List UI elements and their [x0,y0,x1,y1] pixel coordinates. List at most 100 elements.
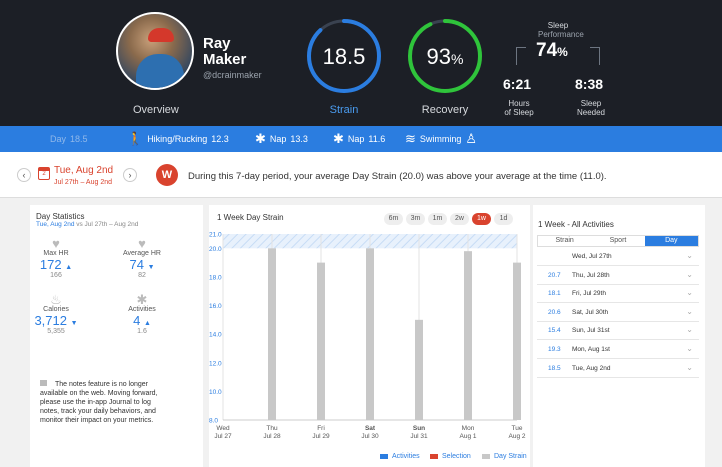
tab-day[interactable]: Day [644,236,698,246]
prev-date-button[interactable]: ‹ [17,168,31,182]
heart-icon: ♥ [138,236,146,251]
sleep-needed-label-line2: Needed [576,108,606,117]
sleep-performance-label-line1: Sleep [547,21,569,30]
x-tick-date: Jul 28 [263,433,281,440]
profile-handle: @dcrainmaker [203,70,262,80]
row-date: Wed, Jul 27th [572,253,612,260]
x-tick-day: Sun [413,425,425,432]
legend-selection-label: Selection [442,453,471,460]
activity-hiking[interactable]: 🚶 Hiking/Rucking 12.3 [127,126,229,152]
sleep-performance-value[interactable]: 74% [536,40,568,62]
activity-day[interactable]: Day 18.5 [50,126,88,152]
row-strain: 19.3 [548,346,561,353]
row-strain: 20.6 [548,308,561,316]
row-date: Sun, Jul 31st [572,327,610,335]
table-row[interactable]: 20.6 Sat, Jul 30th ⌄ [537,304,699,322]
arrow-up-icon: ▲ [65,264,73,271]
y-tick-label: 18.0 [209,274,222,281]
activity-nap-2-label: Nap [347,134,365,144]
tab-strain[interactable]: Strain [538,236,592,246]
nap-icon: ✱ [255,131,266,146]
legend-day-strain-swatch [482,454,490,459]
x-tick-date: Aug 1 [460,433,477,440]
chevron-down-icon[interactable]: ⌄ [686,325,693,335]
stats-subtitle: Tue, Aug 2nd vs Jul 27th – Aug 2nd [36,221,138,228]
legend-day-strain[interactable]: Day Strain [482,453,527,460]
sleep-bracket-right [590,47,600,65]
legend-activities-swatch [380,454,388,459]
row-strain: 15.4 [548,327,561,335]
range-1d-button[interactable]: 1d [494,213,513,225]
activity-swimming-label: Swimming [419,134,462,144]
range-3m-button[interactable]: 3m [406,213,425,225]
range-6m-button[interactable]: 6m [384,213,403,225]
chevron-down-icon[interactable]: ⌄ [686,362,693,372]
day-strain-bar [317,262,325,420]
range-1w-button[interactable]: 1w [472,213,491,225]
activity-day-value: 18.5 [70,134,88,144]
chevron-down-icon[interactable]: ⌄ [686,344,693,353]
x-tick-date: Jul 27 [214,433,232,440]
hours-of-sleep-label: Hours of Sleep [494,99,544,117]
notes-text: The notes feature is no longer available… [40,381,158,424]
legend-selection[interactable]: Selection [430,453,471,460]
stat-max-hr-value: 172 ▲ [26,257,86,272]
activity-swimming[interactable]: ≋ Swimming ♙ [405,126,477,152]
x-tick-day: Tue [512,425,523,432]
swimming-icon: ≋ [405,131,416,146]
legend-activities[interactable]: Activities [380,453,420,460]
x-tick-date: Aug 2 [509,433,526,440]
day-strain-bar [268,248,276,420]
chevron-down-icon[interactable]: ⌄ [686,269,693,279]
y-tick-label: 21.0 [209,232,222,239]
recovery-number: 93 [426,44,452,69]
strain-label[interactable]: Strain [329,104,359,116]
strain-value: 18.5 [322,44,366,69]
sleep-performance-number: 74 [536,40,558,61]
activity-figure-icon: ✱ [136,292,148,307]
hours-of-sleep-label-line2: of Sleep [504,108,534,117]
profile-name: Ray Maker [203,36,246,68]
selected-date[interactable]: Tue, Aug 2nd [54,165,114,176]
table-row[interactable]: 19.3 Mon, Aug 1st ⌄ [537,341,699,359]
table-row[interactable]: 15.4 Sun, Jul 31st ⌄ [537,322,699,341]
stat-calories-compare: 5,355 [47,328,65,335]
table-panel [533,205,705,467]
range-1m-button[interactable]: 1m [428,213,447,225]
legend-activities-label: Activities [392,453,420,460]
tab-sport[interactable]: Sport [591,236,645,246]
next-date-button[interactable]: › [123,168,137,182]
recovery-label[interactable]: Recovery [421,104,469,116]
table-row[interactable]: Wed, Jul 27th ⌄ [537,248,699,266]
table-row[interactable]: 18.5 Tue, Aug 2nd ⌄ [537,360,699,378]
sleep-needed-label-line1: Sleep [580,99,602,108]
y-tick-label: 10.0 [209,389,222,396]
y-tick-label: 14.0 [209,332,222,339]
table-tabs: Strain Sport Day [537,235,699,247]
notes-message: The notes feature is no longer available… [40,380,170,425]
x-tick-day: Fri [317,425,325,432]
strain-ring[interactable] [304,16,384,96]
range-2w-button[interactable]: 2w [450,213,469,225]
stat-activities-value: 4 ▲ [112,313,172,328]
chevron-down-icon[interactable]: ⌄ [686,288,693,298]
hiking-icon: 🚶 [127,131,144,146]
insight-text: During this 7-day period, your average D… [188,171,607,182]
swimmer-icon: ♙ [465,131,478,146]
activity-nap-1[interactable]: ✱ Nap 13.3 [255,126,308,152]
overview-tab[interactable]: Overview [133,104,179,116]
table-title: 1 Week - All Activities [538,220,614,229]
avatar[interactable] [116,12,194,90]
chevron-down-icon[interactable]: ⌄ [686,251,693,260]
chevron-down-icon[interactable]: ⌄ [686,306,693,316]
table-row[interactable]: 20.7 Thu, Jul 28th ⌄ [537,267,699,285]
header: Ray Maker @dcrainmaker Overview 18.5 Str… [0,0,722,126]
activity-nap-2[interactable]: ✱ Nap 11.6 [333,126,385,152]
y-tick-label: 8.0 [209,418,218,425]
recovery-ring[interactable] [405,16,485,96]
table-row[interactable]: 18.1 Fri, Jul 29th ⌄ [537,285,699,304]
sleep-performance-label: Sleep Performance [538,21,584,39]
calendar-icon[interactable]: 2 [38,167,50,180]
arrow-down-icon: ▼ [147,264,155,271]
